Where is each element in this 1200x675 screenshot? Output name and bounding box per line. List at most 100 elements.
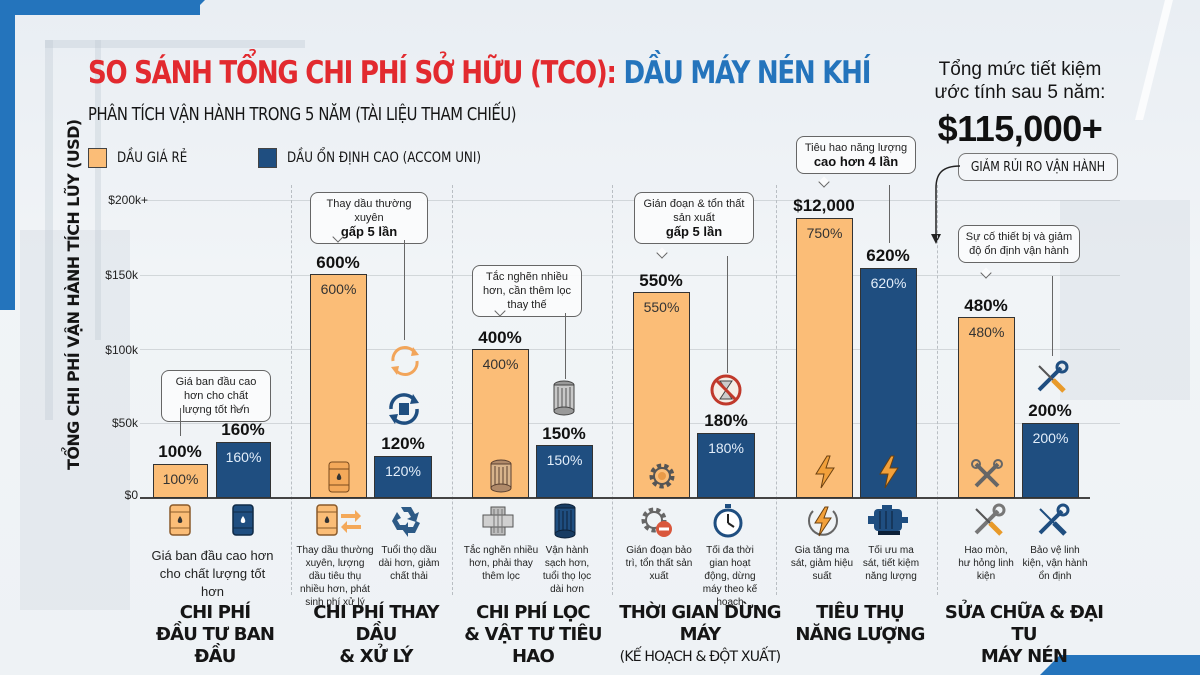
group-separator [937,185,938,595]
category-label-line1: SỬA CHỮA & ĐẠI TU [944,602,1104,645]
motor-icon [868,505,908,535]
callout-bold-text: cao hơn 4 lần [813,154,899,169]
premium-oil-description: Bảo vệ linh kiện, vận hành ổn định [1022,545,1088,582]
x-axis-baseline [140,497,1090,499]
savings-line-1: Tổng mức tiết kiệm [938,59,1102,80]
cheap-oil-description: Hao mòn, hư hỏng linh kiện [958,545,1014,582]
gridline [140,200,1120,201]
annotation-callout: Tắc nghẽn nhiều hơn, cần thêm lọc thay t… [472,265,582,317]
background-machine [1060,200,1190,400]
oil-refresh-icon [389,393,419,425]
callout-connector [180,408,181,436]
page-subtitle: PHÂN TÍCH VẬN HÀNH TRONG 5 NĂM (TÀI LIỆU… [88,104,517,125]
chart-legend: DẦU GIÁ RẺ DẦU ỔN ĐỊNH CAO (ACCOM UNI) [88,148,515,168]
gear-stop-icon [641,507,672,537]
bar-inner-label: 180% [708,440,744,456]
annotation-callout: Giá ban đầu cao hơn cho chất lượng tốt h… [161,370,271,422]
gear-icon [649,463,675,489]
background-pipe [45,40,305,48]
callout-text: Tiêu hao năng lượng [804,142,908,154]
category-label-line1: CHI PHÍ LỌC [476,602,590,623]
category-label-line2: & XỬ LÝ [339,646,413,667]
cheap-oil-description: Gián đoạn bảo trì, tổn thất sản xuất [625,545,693,582]
bar-inner-label: 620% [870,275,907,291]
tools-icon [971,459,1003,488]
bar-premium-oil: 150% [536,445,593,498]
bar-inner-label: 100% [162,471,199,487]
arrow-down-icon [931,165,961,244]
bar-cheap-oil: 100% [153,464,208,498]
background-light [1135,0,1173,120]
bar-cheap-oil: 400% [472,349,529,498]
tools-icon [974,503,1006,536]
category-label-line2: MÁY NÉN [980,646,1068,667]
filter-icon [490,459,512,493]
callout-text: Sự cố thiết bị và giảm độ ổn định vận hà… [965,231,1073,257]
category-label-line2: ĐẦU TƯ BAN ĐẦU [155,624,275,667]
bar-inner-label: 160% [225,449,262,465]
callout-text: Gián đoạn & tổn thất sản xuất [643,198,745,224]
callout-text: Giá ban đầu cao hơn cho chất lượng tốt h… [175,376,257,416]
background-pipe [95,40,101,340]
title-red-part: SO SÁNH TỔNG CHI PHÍ SỞ HỮU (TCO): [88,55,624,91]
legend-item-cheap-oil: DẦU GIÁ RẺ [88,148,200,168]
category-label-oil-change: CHI PHÍ THAY DẦU & XỬ LÝ [296,602,456,668]
premium-oil-description: Tối ưu ma sát, tiết kiệm năng lượng [862,545,920,582]
bar-premium-oil: 180% [697,433,755,498]
clean-filter-icon [554,503,576,539]
bar-top-label: 600% [316,253,360,272]
frame-top-tip [190,0,205,15]
category-label-line2: NĂNG LƯỢNG [795,624,925,645]
bar-top-label: 100% [158,442,202,461]
bar-top-label: 180% [704,411,748,430]
callout-bold-text: gấp 5 lần [665,224,723,239]
bar-top-label: 550% [639,271,683,290]
legend-swatch-blue [257,148,277,168]
bar-premium-oil: 160% [216,442,271,498]
oil-exchange-icon [316,504,361,536]
premium-oil-description: Tuổi thọ dầu dài hơn, giảm chất thải [378,545,440,582]
shared-description: Giá ban đầu cao hơn cho chất lượng tốt h… [151,548,274,599]
bar-inner-label: 400% [482,356,519,372]
savings-amount: $115,000+ [937,108,1103,149]
gridline [140,275,1120,276]
risk-label: GIẢM RỦI RO VẬN HÀNH [970,159,1106,175]
cheap-oil-description: Thay dầu thường xuyên, lượng dầu tiêu th… [296,545,374,608]
bar-inner-label: 750% [806,225,843,241]
bar-inner-label: 600% [320,281,357,297]
no-downtime-icon [710,374,742,406]
category-label-downtime: THỜI GIAN DỪNG MÁY (KẾ HOẠCH & ĐỘT XUẤT) [617,602,783,668]
bar-top-label: 150% [542,424,586,443]
bar-top-label: 120% [381,434,425,453]
callout-connector [404,240,405,340]
annotation-callout: Thay dầu thường xuyên gấp 5 lần [310,192,428,244]
callout-connector [565,313,566,379]
background-machine [20,230,130,610]
premium-oil-description: Tối đa thời gian hoạt động, dừng máy the… [702,545,758,608]
recycle-icon [392,507,420,537]
callout-text: Thay dầu thường xuyên [326,198,412,224]
y-tick-50k: $50k [111,416,138,430]
callout-bold-text: gấp 5 lần [340,224,398,239]
bar-premium-oil: 620% [860,268,917,498]
bar-top-label: 400% [478,328,522,347]
y-tick-0: $0 [124,488,138,502]
bar-cheap-oil: 480% [958,317,1015,498]
page-title: SO SÁNH TỔNG CHI PHÍ SỞ HỮU (TCO): DẦU M… [88,55,871,91]
bar-top-label: 620% [866,246,910,265]
bar-top-label: $12,000 [793,196,855,215]
frame-top-bar [0,0,200,15]
callout-text: Tắc nghẽn nhiều hơn, cần thêm lọc thay t… [483,271,571,311]
oil-barrel-icon [169,504,191,536]
category-label-energy: TIÊU THỤ NĂNG LƯỢNG [790,602,930,646]
category-label-line2: & VẬT TƯ TIÊU HAO [464,624,602,667]
bar-top-label: 200% [1028,401,1072,420]
power-efficiency-icon [808,506,838,537]
group-separator [776,185,777,595]
bar-inner-label: 150% [546,452,583,468]
bar-premium-oil: 200% [1022,423,1079,498]
lightning-icon [815,455,835,489]
group-separator [291,185,292,595]
tools-icon [1038,503,1070,536]
